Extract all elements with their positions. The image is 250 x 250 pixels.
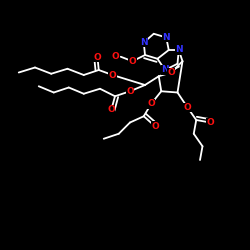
Text: O: O [108, 70, 116, 80]
Text: O: O [112, 52, 120, 61]
Text: N: N [161, 66, 169, 74]
Text: N: N [175, 46, 182, 54]
Text: O: O [151, 122, 159, 131]
Text: O: O [128, 57, 136, 66]
Text: O: O [108, 106, 115, 114]
Text: O: O [126, 87, 134, 96]
Text: O: O [206, 118, 214, 127]
Text: N: N [140, 38, 147, 47]
Text: O: O [148, 99, 155, 108]
Text: N: N [162, 33, 170, 42]
Text: O: O [184, 103, 192, 112]
Text: O: O [168, 68, 175, 77]
Text: O: O [94, 53, 102, 62]
